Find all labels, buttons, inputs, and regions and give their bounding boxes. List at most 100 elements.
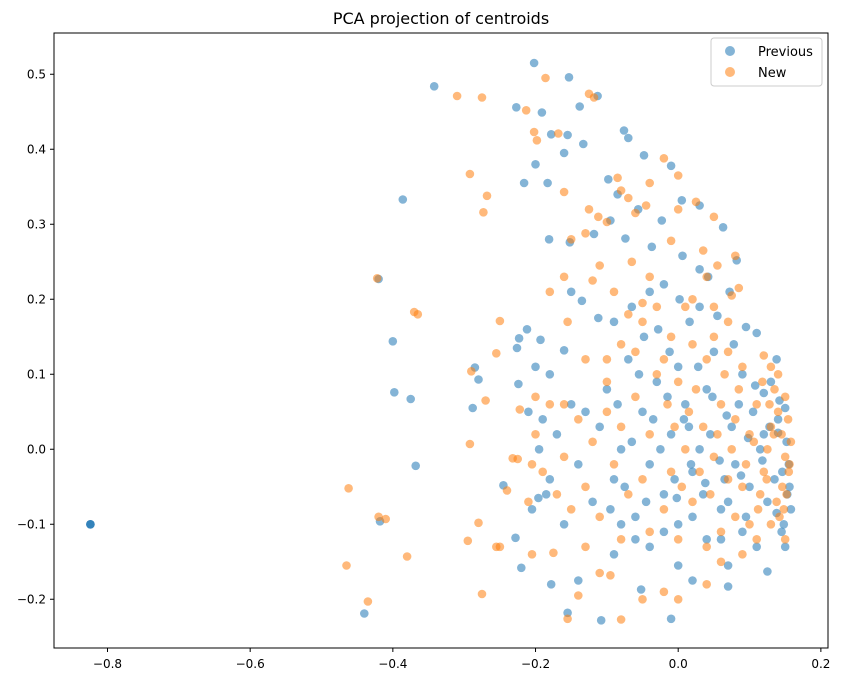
- point-previous: [531, 160, 540, 169]
- point-new: [616, 186, 626, 195]
- point-previous: [512, 343, 522, 353]
- point-previous: [559, 346, 569, 355]
- point-new: [595, 512, 604, 522]
- y-tick-label: 0.5: [27, 67, 46, 81]
- point-new: [342, 561, 351, 570]
- point-previous: [468, 403, 478, 413]
- point-new: [663, 400, 672, 409]
- point-previous: [563, 130, 572, 140]
- point-previous: [406, 394, 416, 404]
- point-new: [465, 439, 475, 449]
- point-previous: [517, 563, 526, 573]
- point-new: [602, 355, 612, 364]
- point-new: [775, 512, 784, 522]
- point-previous: [675, 295, 684, 304]
- point-new: [602, 377, 612, 387]
- point-previous: [537, 108, 547, 117]
- point-previous: [723, 582, 733, 591]
- point-new: [631, 208, 640, 218]
- point-previous: [627, 437, 637, 447]
- point-new: [559, 187, 569, 197]
- point-previous: [581, 407, 590, 417]
- point-new: [666, 236, 676, 246]
- point-new: [413, 310, 423, 319]
- point-new: [702, 580, 711, 589]
- point-previous: [741, 512, 751, 522]
- point-previous: [398, 195, 408, 204]
- point-new: [502, 486, 512, 495]
- point-previous: [574, 460, 583, 469]
- point-previous: [777, 527, 786, 537]
- point-new: [753, 505, 763, 514]
- point-new: [463, 536, 473, 546]
- point-new: [784, 467, 794, 477]
- point-previous: [752, 328, 761, 338]
- point-new: [541, 73, 550, 83]
- point-new: [374, 512, 383, 522]
- point-new: [749, 437, 759, 447]
- point-new: [666, 467, 676, 477]
- point-previous: [657, 216, 667, 225]
- point-new: [645, 272, 654, 282]
- point-previous: [731, 460, 740, 469]
- point-new: [738, 482, 747, 492]
- point-previous: [86, 520, 95, 529]
- point-new: [527, 460, 537, 469]
- points-layer: [86, 58, 796, 625]
- point-previous: [718, 223, 728, 232]
- point-previous: [681, 400, 690, 409]
- point-new: [782, 490, 791, 499]
- point-previous: [763, 567, 772, 576]
- point-previous: [527, 505, 537, 514]
- point-previous: [688, 512, 697, 522]
- point-new: [681, 302, 690, 312]
- point-previous: [514, 379, 523, 389]
- point-previous: [698, 490, 708, 499]
- point-previous: [663, 392, 672, 402]
- point-previous: [693, 362, 703, 372]
- point-new: [702, 355, 711, 364]
- point-new: [479, 208, 488, 217]
- point-new: [513, 454, 522, 464]
- point-previous: [656, 445, 665, 454]
- point-new: [702, 542, 711, 552]
- point-previous: [609, 550, 619, 559]
- legend-label-previous: Previous: [758, 45, 813, 60]
- point-new: [673, 535, 683, 544]
- point-previous: [545, 370, 555, 379]
- point-new: [741, 460, 751, 469]
- point-previous: [589, 229, 599, 239]
- point-new: [659, 505, 669, 514]
- point-new: [581, 355, 590, 364]
- point-new: [709, 332, 719, 342]
- y-tick-label: −0.1: [17, 517, 46, 531]
- point-previous: [688, 576, 697, 585]
- point-new: [731, 512, 740, 522]
- point-previous: [722, 411, 731, 420]
- point-new: [681, 445, 690, 454]
- point-previous: [695, 445, 704, 454]
- y-tick-label: 0.2: [27, 292, 46, 306]
- point-new: [467, 367, 476, 376]
- y-tick-label: 0.1: [27, 367, 46, 381]
- series-new: [342, 73, 796, 624]
- point-new: [758, 377, 767, 387]
- point-new: [606, 571, 615, 580]
- point-previous: [541, 490, 551, 499]
- point-previous: [577, 296, 587, 306]
- point-previous: [748, 407, 758, 417]
- point-previous: [685, 317, 694, 327]
- legend-marker-new: [725, 67, 735, 77]
- point-previous: [716, 535, 726, 544]
- point-previous: [709, 347, 719, 357]
- point-new: [529, 127, 539, 137]
- point-previous: [619, 126, 629, 135]
- point-new: [372, 274, 382, 283]
- point-new: [709, 452, 719, 462]
- point-new: [574, 415, 583, 424]
- point-new: [755, 490, 765, 499]
- point-new: [559, 272, 569, 282]
- point-previous: [559, 520, 569, 529]
- point-new: [581, 229, 590, 238]
- point-previous: [736, 471, 746, 480]
